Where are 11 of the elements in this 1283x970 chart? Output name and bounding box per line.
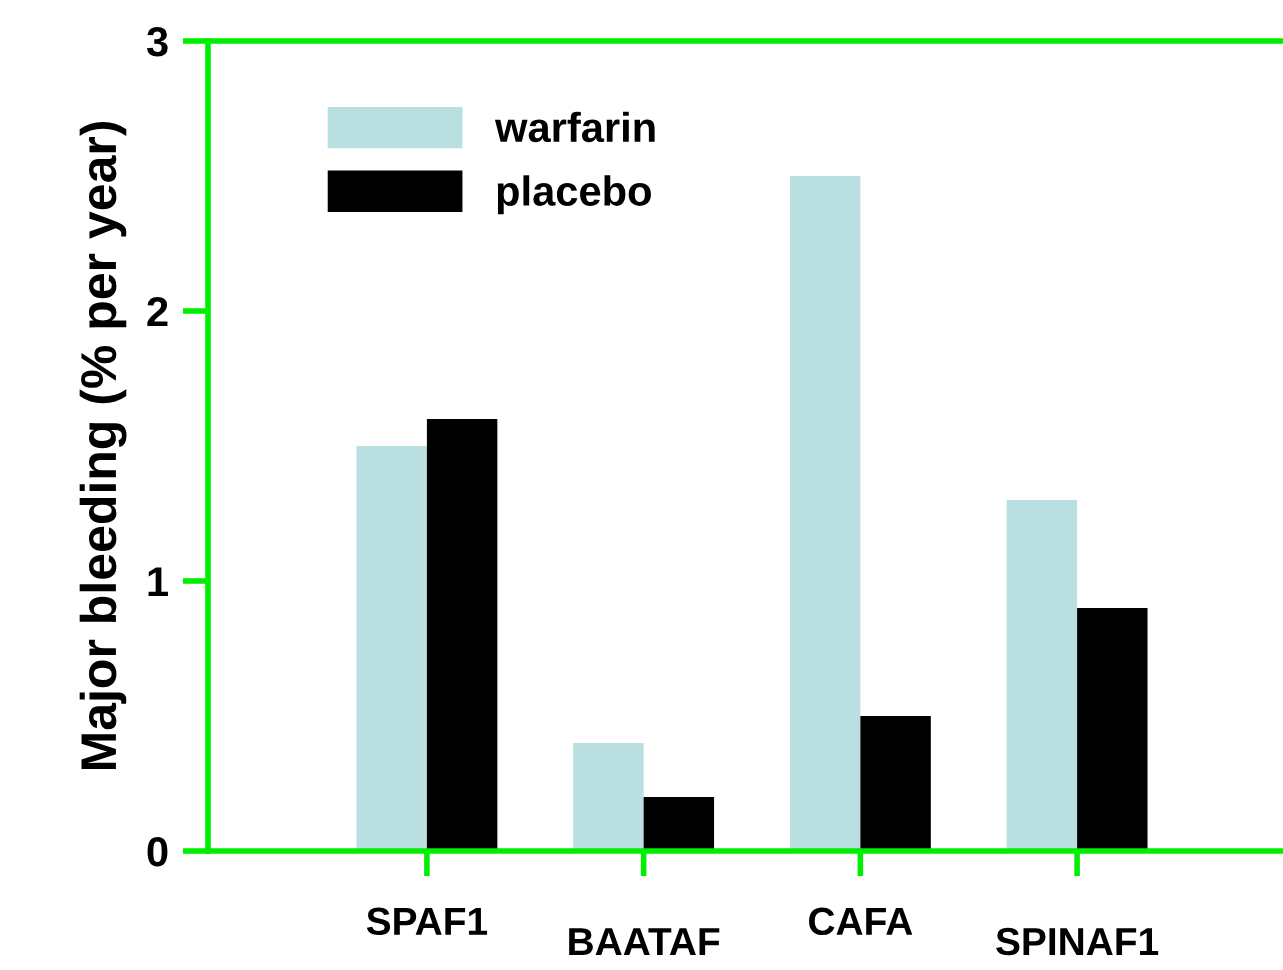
- x-tick-label: SPINAF1: [996, 927, 1159, 956]
- x-tick-label: CAFA: [809, 907, 913, 936]
- x-tick-label: BAATAF: [569, 928, 720, 955]
- y-tick-label: 3: [146, 27, 168, 57]
- legend-label: placebo: [497, 175, 651, 215]
- y-tick-label: 0: [147, 837, 168, 867]
- y-tick-label: 2: [147, 297, 168, 327]
- y-tick-label: 1: [148, 567, 168, 597]
- y-axis-title: Major bleeding (% per year): [79, 122, 127, 770]
- legend-label: warfarin: [494, 111, 655, 143]
- x-tick-label: SPAF1: [366, 907, 488, 936]
